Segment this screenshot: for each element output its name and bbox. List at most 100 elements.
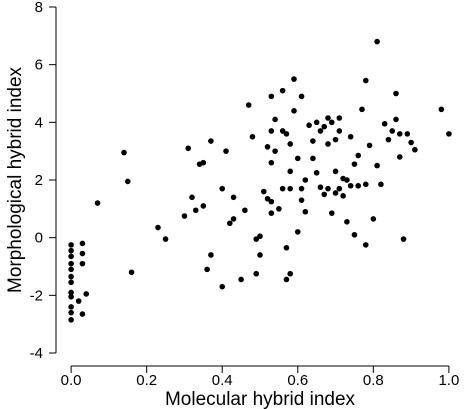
data-point xyxy=(68,260,74,267)
data-point xyxy=(340,193,346,199)
data-point xyxy=(68,317,74,323)
data-point xyxy=(362,77,369,84)
data-point xyxy=(344,219,350,225)
data-point xyxy=(347,182,354,189)
data-point xyxy=(245,102,252,108)
data-point xyxy=(412,146,418,153)
data-point xyxy=(310,138,316,144)
data-point xyxy=(68,309,74,316)
data-point xyxy=(325,185,331,192)
data-point xyxy=(355,152,362,159)
data-point xyxy=(287,168,294,175)
y-tick-label: -2 xyxy=(30,287,43,304)
data-point xyxy=(200,203,207,209)
data-point xyxy=(294,229,301,235)
data-point xyxy=(268,198,275,205)
data-point xyxy=(189,194,195,201)
data-point xyxy=(385,136,392,143)
data-point xyxy=(208,252,214,258)
y-tick-label: 0 xyxy=(35,230,43,247)
data-point xyxy=(204,266,210,273)
data-point xyxy=(181,213,188,219)
data-point xyxy=(396,154,403,160)
data-point xyxy=(223,148,229,154)
data-point xyxy=(287,185,294,192)
y-axis-title: Morphological hybrid index xyxy=(5,66,26,293)
data-point xyxy=(336,115,343,121)
data-point xyxy=(370,216,377,222)
data-point xyxy=(238,276,244,283)
data-point xyxy=(68,279,74,286)
data-point xyxy=(155,224,161,231)
data-point xyxy=(313,169,320,176)
data-point xyxy=(362,242,369,248)
data-point xyxy=(79,260,86,267)
x-tick-label: 0.2 xyxy=(136,372,157,389)
x-tick-label: 0.4 xyxy=(212,372,233,389)
data-point xyxy=(328,210,335,216)
data-point xyxy=(310,155,316,162)
y-tick-label: 6 xyxy=(35,57,43,74)
data-point xyxy=(68,273,74,280)
data-point xyxy=(68,304,74,310)
data-point xyxy=(68,242,74,248)
data-point xyxy=(268,128,275,134)
data-point xyxy=(272,148,278,154)
data-point xyxy=(344,177,350,183)
data-point xyxy=(79,311,86,317)
data-point xyxy=(362,181,369,188)
x-axis-title: Molecular hybrid index xyxy=(165,389,356,409)
y-tick-label: -4 xyxy=(30,345,43,362)
data-point xyxy=(272,116,278,123)
x-tick-label: 0.0 xyxy=(61,372,82,389)
y-tick-label: 2 xyxy=(35,172,43,189)
data-point xyxy=(283,131,290,137)
data-point xyxy=(347,133,354,140)
data-point xyxy=(298,185,305,192)
x-tick-label: 1.0 xyxy=(438,372,459,389)
data-point xyxy=(359,106,365,113)
data-point xyxy=(200,159,207,166)
data-point xyxy=(219,283,226,290)
data-point xyxy=(249,133,256,140)
data-point xyxy=(381,120,388,127)
data-point xyxy=(393,90,399,97)
data-point xyxy=(124,178,131,185)
data-point xyxy=(325,115,331,121)
data-point xyxy=(185,145,192,152)
data-point xyxy=(268,210,275,216)
data-point xyxy=(393,116,399,123)
data-point xyxy=(268,93,275,100)
data-point xyxy=(94,200,101,206)
data-point xyxy=(279,87,286,94)
data-point xyxy=(332,168,339,175)
data-point xyxy=(279,128,286,134)
data-point xyxy=(121,149,127,156)
data-point xyxy=(242,207,248,214)
y-tick-label: 8 xyxy=(35,0,43,16)
data-point xyxy=(260,188,267,195)
data-point xyxy=(446,131,452,137)
data-point xyxy=(389,128,396,134)
data-point xyxy=(325,141,331,147)
data-point xyxy=(396,131,403,137)
data-point xyxy=(208,138,214,144)
data-point xyxy=(317,128,324,134)
data-point xyxy=(408,139,414,146)
data-point xyxy=(298,197,305,203)
data-point xyxy=(264,195,271,202)
data-point xyxy=(226,220,233,227)
data-point xyxy=(68,247,74,254)
data-point xyxy=(219,185,226,192)
data-point xyxy=(287,141,294,147)
data-point xyxy=(298,93,305,100)
data-point xyxy=(332,136,339,143)
data-point xyxy=(253,270,260,277)
data-point xyxy=(438,106,445,113)
data-point xyxy=(404,131,411,137)
data-point xyxy=(332,190,339,196)
data-point xyxy=(68,266,74,273)
data-point xyxy=(287,270,294,277)
data-point xyxy=(230,216,237,222)
data-point xyxy=(351,231,358,238)
